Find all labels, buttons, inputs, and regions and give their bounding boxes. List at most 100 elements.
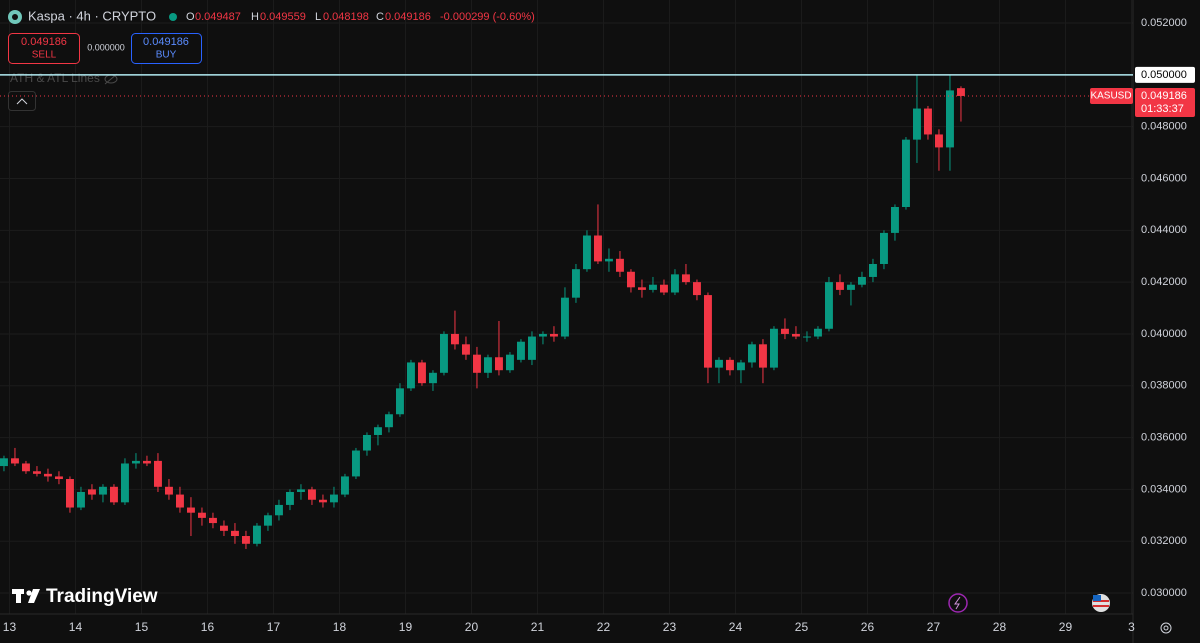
candle-body — [143, 460, 151, 464]
x-tick-label: 21 — [531, 620, 545, 634]
candle-body — [418, 362, 426, 384]
candle-body — [847, 284, 855, 290]
candle-body — [803, 336, 811, 338]
candle-body — [363, 434, 371, 451]
x-tick-label: 13 — [3, 620, 17, 634]
y-tick-label: 0.030000 — [1141, 587, 1187, 599]
candle-body — [539, 333, 547, 337]
buy-button[interactable] — [131, 33, 202, 64]
candle-body — [473, 354, 481, 373]
candle-body — [891, 206, 899, 233]
candle-body — [781, 328, 789, 334]
symbol-box — [1090, 87, 1133, 104]
candle-body — [506, 354, 514, 371]
candle-body — [22, 463, 30, 472]
x-tick-label: 25 — [795, 620, 809, 634]
last-price-label: 0.049186 — [1141, 90, 1187, 102]
candles — [0, 74, 965, 549]
candle-body — [308, 489, 316, 500]
last-price-box — [1135, 87, 1195, 117]
countdown: 01:33:37 — [1141, 103, 1184, 115]
o-value: 0.049487 — [195, 11, 241, 23]
candle-body — [33, 471, 41, 474]
x-tick-label: 24 — [729, 620, 743, 634]
candle-body — [649, 284, 657, 290]
candle-body — [154, 460, 162, 487]
candle-body — [440, 333, 448, 373]
x-tick-label: 3 — [1128, 620, 1135, 634]
flag-canton — [1093, 595, 1101, 601]
candle-body — [429, 372, 437, 384]
candle-body — [341, 476, 349, 495]
candle-body — [550, 333, 558, 337]
collapse-icon — [16, 98, 28, 105]
candle-body — [66, 479, 74, 508]
y-tick-label: 0.052000 — [1141, 17, 1187, 29]
candle-body — [0, 458, 8, 467]
x-tick-label: 16 — [201, 620, 215, 634]
candle-body — [231, 530, 239, 537]
candle-body — [825, 282, 833, 329]
brand-name: TradingView — [46, 586, 158, 607]
candle-body — [462, 344, 470, 355]
y-tick-label: 0.046000 — [1141, 172, 1187, 184]
candle-body — [99, 486, 107, 495]
candle-body — [902, 139, 910, 207]
candle-body — [253, 525, 261, 544]
buy-price: 0.049186 — [143, 36, 189, 48]
y-tick-label: 0.036000 — [1141, 431, 1187, 443]
candle-body — [737, 362, 745, 371]
candle-body — [330, 494, 338, 503]
y-tick-label: 0.034000 — [1141, 483, 1187, 495]
candle-body — [209, 517, 217, 524]
candle-body — [748, 344, 756, 363]
candle-body — [297, 489, 305, 492]
candle-body — [814, 328, 822, 337]
x-tick-label: 15 — [135, 620, 149, 634]
y-tick-label: 0.038000 — [1141, 380, 1187, 392]
candle-body — [869, 263, 877, 277]
candle-body — [407, 362, 415, 389]
events-icon[interactable] — [948, 593, 968, 613]
candle-body — [176, 494, 184, 508]
settings-icon[interactable] — [1160, 622, 1172, 634]
y-tick-label: 0.042000 — [1141, 276, 1187, 288]
buy-label: BUY — [156, 50, 177, 61]
candle-body — [396, 388, 404, 415]
candle-body — [110, 486, 118, 503]
x-tick-label: 19 — [399, 620, 413, 634]
ath-price-label: 0.050000 — [1141, 69, 1187, 81]
candle-body — [352, 450, 360, 477]
x-tick-label: 18 — [333, 620, 347, 634]
indicator-name[interactable]: ATH & ATL Lines — [10, 71, 100, 85]
x-tick-label: 17 — [267, 620, 281, 634]
candle-body — [88, 489, 96, 495]
l-value: 0.048198 — [323, 11, 369, 23]
flag-stripe — [1093, 605, 1109, 607]
x-tick-label: 26 — [861, 620, 875, 634]
candle-body — [451, 333, 459, 345]
symbol-logo-inner — [12, 14, 18, 20]
ath-price-box — [1135, 66, 1195, 83]
candle-body — [187, 507, 195, 513]
candle-body — [44, 473, 52, 477]
candle-body — [660, 284, 668, 293]
y-tick-label: 0.032000 — [1141, 535, 1187, 547]
collapse-button[interactable] — [8, 91, 36, 111]
candle-body — [836, 282, 844, 290]
y-tick-label: 0.048000 — [1141, 121, 1187, 133]
candle-body — [726, 359, 734, 371]
candle-body — [55, 476, 63, 480]
candle-body — [275, 504, 283, 516]
y-tick-label: 0.040000 — [1141, 328, 1187, 340]
candle-body — [759, 344, 767, 368]
candle-body — [484, 357, 492, 373]
h-value: 0.049559 — [260, 11, 306, 23]
sell-button[interactable] — [8, 33, 80, 64]
candle-body — [11, 458, 19, 464]
change: -0.000299 (-0.60%) — [440, 11, 535, 23]
candle-body — [528, 336, 536, 360]
sell-label: SELL — [32, 50, 57, 61]
symbol[interactable]: Kaspa · 4h · CRYPTO — [28, 8, 156, 23]
